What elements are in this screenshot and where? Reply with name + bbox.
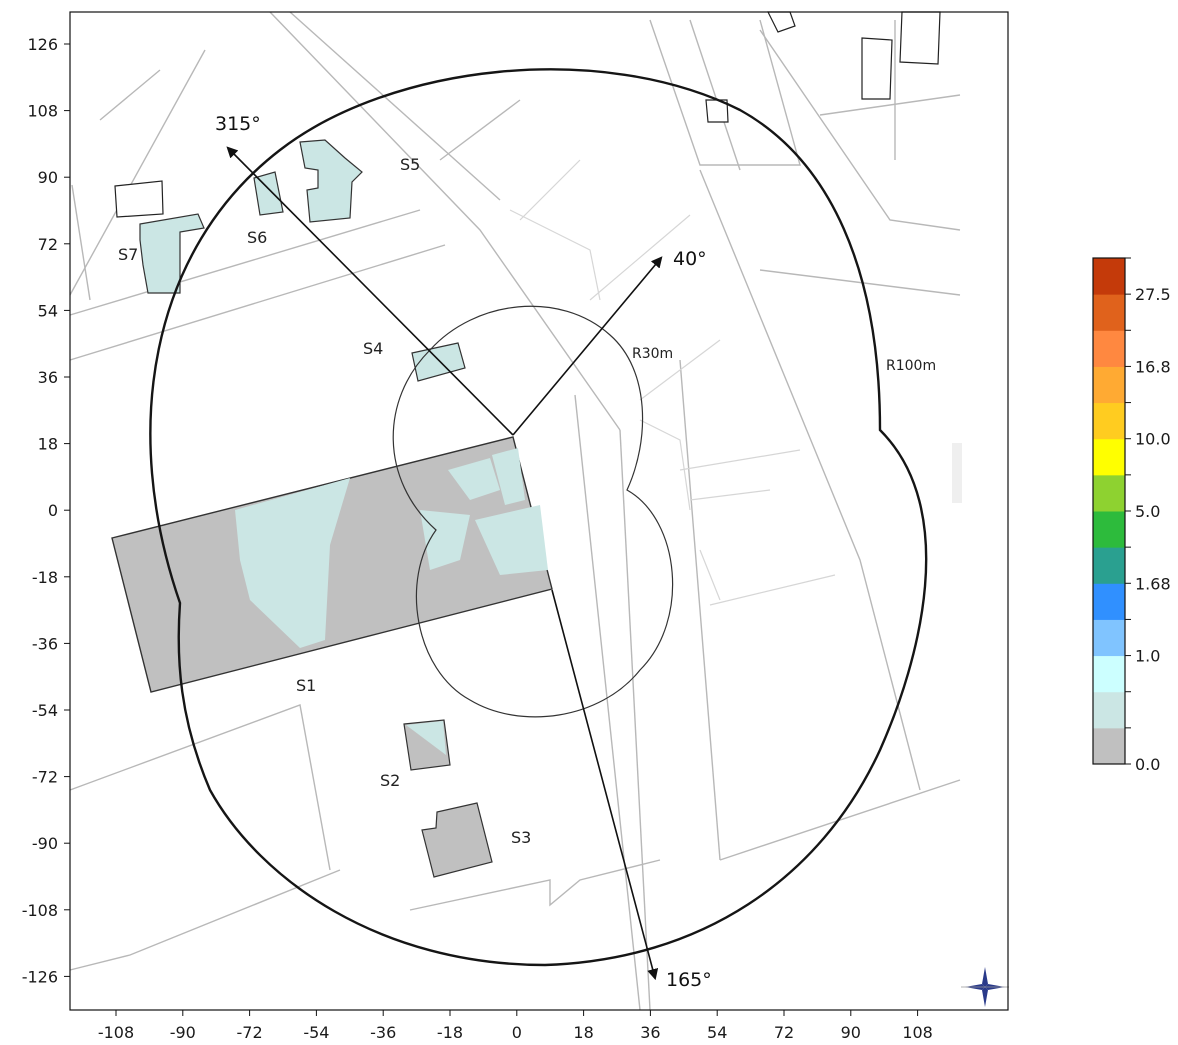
zone-label-s3: S3 <box>511 828 531 847</box>
direction-label-165: 165° <box>666 969 712 991</box>
x-tick-label: 18 <box>573 1023 593 1042</box>
x-tick-label: -36 <box>370 1023 396 1042</box>
arrow-165 <box>551 589 659 981</box>
x-tick-label: -72 <box>237 1023 263 1042</box>
buildings <box>114 11 941 218</box>
colorbar-tick-label: 1.68 <box>1135 574 1171 593</box>
compass-rose-icon <box>961 967 1009 1007</box>
x-tick-label: 36 <box>640 1023 660 1042</box>
y-tick-label: -36 <box>32 634 58 653</box>
s1-field <box>111 436 553 693</box>
s5-zone <box>299 139 363 223</box>
radius-label-outer: R100m <box>886 358 936 374</box>
r30m-boundary <box>392 305 674 718</box>
s6-zone <box>253 171 284 216</box>
zone-label-s5: S5 <box>400 155 420 174</box>
direction-arrows <box>226 146 663 981</box>
colorbar-tick-label: 10.0 <box>1135 430 1171 449</box>
colorbar-band <box>1093 438 1125 476</box>
direction-label-315: 315° <box>215 113 261 135</box>
colorbar-band <box>1093 474 1125 512</box>
radius-label-inner: R30m <box>632 346 673 362</box>
zone-label-s1: S1 <box>296 676 316 695</box>
colorbar-ticks: 0.0 1.0 1.68 5.0 10.0 16.8 27.5 <box>1125 257 1171 774</box>
colorbar-tick-label: 5.0 <box>1135 502 1160 521</box>
colorbar-band <box>1093 402 1125 440</box>
x-tick-label: -108 <box>98 1023 134 1042</box>
colorbar: 0.0 1.0 1.68 5.0 10.0 16.8 27.5 <box>1092 257 1171 774</box>
s4-zone <box>411 342 466 382</box>
colorbar-band <box>1093 655 1125 693</box>
y-tick-label: 72 <box>38 235 58 254</box>
y-tick-label: -90 <box>32 834 58 853</box>
x-tick-label: 108 <box>902 1023 933 1042</box>
direction-label-40: 40° <box>673 248 707 270</box>
colorbar-band <box>1093 330 1125 367</box>
x-tick-label: 72 <box>774 1023 794 1042</box>
basemap-lines <box>69 11 961 1011</box>
zone-polygons <box>139 139 493 878</box>
zone-label-s7: S7 <box>118 245 138 264</box>
r100m-boundary <box>149 68 928 967</box>
colorbar-band <box>1093 366 1125 404</box>
arrow-40 <box>512 256 663 436</box>
colorbar-tick-label: 1.0 <box>1135 647 1160 666</box>
colorbar-band <box>1093 727 1125 765</box>
x-axis: -108 -90 -72 -54 -36 -18 0 18 36 54 72 90 108 <box>98 1010 933 1042</box>
y-tick-label: -72 <box>32 768 58 787</box>
colorbar-band <box>1093 511 1125 548</box>
colorbar-band <box>1093 619 1125 657</box>
s3-zone <box>421 802 493 878</box>
plot-frame <box>69 11 1009 1011</box>
zone-label-s4: S4 <box>363 339 383 358</box>
colorbar-band <box>1093 294 1125 331</box>
zone-label-s6: S6 <box>247 228 267 247</box>
y-tick-label: 108 <box>27 102 58 121</box>
x-tick-label: 90 <box>841 1023 861 1042</box>
y-tick-label: 54 <box>38 301 58 320</box>
y-tick-label: 0 <box>48 501 58 520</box>
colorbar-tick-label: 27.5 <box>1135 285 1171 304</box>
x-tick-label: -90 <box>170 1023 196 1042</box>
colorbar-band <box>1093 583 1125 620</box>
s7-zone <box>139 213 205 294</box>
y-tick-label: -54 <box>32 701 58 720</box>
y-tick-label: 126 <box>27 35 58 54</box>
colorbar-tick-label: 0.0 <box>1135 755 1160 774</box>
x-tick-label: 0 <box>512 1023 522 1042</box>
edge-marker <box>952 443 962 503</box>
y-tick-label: 36 <box>38 368 58 387</box>
colorbar-band <box>1093 547 1125 584</box>
y-tick-label: -108 <box>22 901 58 920</box>
y-tick-label: -126 <box>22 967 58 986</box>
colorbar-tick-label: 16.8 <box>1135 357 1171 376</box>
y-tick-label: 90 <box>38 168 58 187</box>
x-tick-label: 54 <box>707 1023 727 1042</box>
x-tick-label: -18 <box>437 1023 463 1042</box>
arrow-315 <box>226 146 514 436</box>
y-tick-label: -18 <box>32 568 58 587</box>
colorbar-band <box>1093 691 1125 729</box>
y-axis: 126 108 90 72 54 36 18 0 -18 -36 -54 -72 -90 -108 -126 <box>22 35 70 986</box>
colorbar-bands <box>1093 258 1125 765</box>
x-tick-label: -54 <box>303 1023 329 1042</box>
y-tick-label: 18 <box>38 435 58 454</box>
zone-label-s2: S2 <box>380 771 400 790</box>
basemap-light-lines <box>509 159 836 606</box>
colorbar-band <box>1093 258 1125 295</box>
